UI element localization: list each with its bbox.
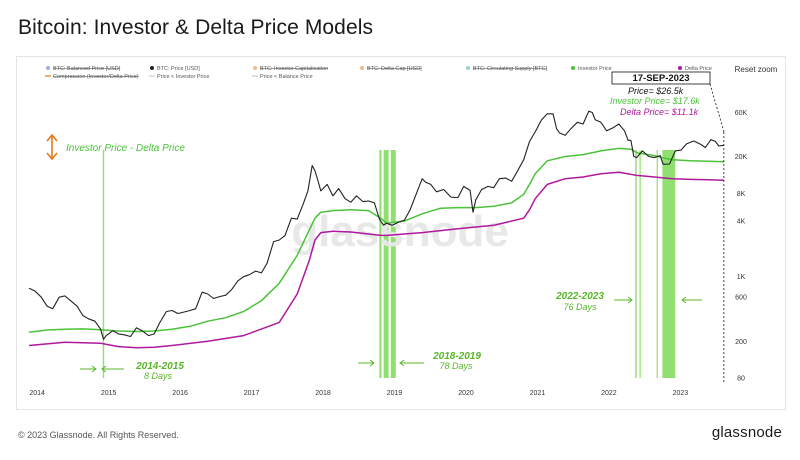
spread-label-text: Investor Price - Delta Price bbox=[66, 143, 185, 154]
highlight-band bbox=[102, 150, 105, 378]
highlight-band bbox=[639, 150, 641, 378]
y-tick-label: 8K bbox=[737, 191, 746, 198]
y-tick-label: 60K bbox=[735, 110, 748, 117]
x-tick-label: 2019 bbox=[387, 390, 403, 397]
annotations: Investor Price - Delta Price 17-SEP-2023… bbox=[46, 71, 725, 382]
x-tick-label: 2018 bbox=[315, 390, 331, 397]
legend-label: Price < Balance Price bbox=[260, 74, 313, 80]
legend-marker bbox=[678, 66, 682, 70]
spread-label: Investor Price - Delta Price bbox=[66, 143, 185, 154]
x-tick-label: 2023 bbox=[673, 390, 689, 397]
x-axis: 2014 2015 2016 2017 2018 2019 2020 2021 2022 2023 bbox=[29, 390, 688, 397]
x-tick-label: 2021 bbox=[530, 390, 546, 397]
legend-item[interactable]: Compression (Investor/Delta Price) bbox=[45, 74, 139, 80]
page-title: Bitcoin: Investor & Delta Price Models bbox=[18, 16, 374, 39]
legend-label: Price < Investor Price bbox=[157, 74, 209, 80]
delta-label: Delta Price= $11.1k bbox=[620, 107, 699, 117]
legend-item[interactable]: Price < Investor Price bbox=[149, 74, 209, 80]
price-label: Price= $26.5k bbox=[628, 86, 684, 96]
highlight-band bbox=[662, 150, 676, 378]
series-line-delta-price bbox=[29, 171, 724, 349]
y-tick-label: 20K bbox=[735, 154, 748, 161]
series-line-btc-price-usd- bbox=[28, 110, 724, 340]
legend-label: BTC: Price [USD] bbox=[157, 66, 200, 72]
x-tick-label: 2014 bbox=[29, 390, 45, 397]
highlight-band bbox=[656, 150, 658, 378]
legend-label: BTC: Investor Capitalisation bbox=[260, 66, 328, 72]
legend-item[interactable]: Delta Price bbox=[678, 66, 712, 72]
date-callout-box bbox=[611, 71, 711, 85]
chart-frame bbox=[16, 56, 786, 410]
legend-label: BTC: Circulating Supply [BTC] bbox=[473, 66, 547, 72]
y-axis: 60K 20K 8K 4K 1K 600 200 80 bbox=[735, 110, 748, 383]
highlight-band bbox=[635, 150, 637, 378]
legend-marker bbox=[571, 66, 575, 70]
series-lines bbox=[28, 110, 724, 349]
legend-marker bbox=[360, 66, 364, 70]
legend-item[interactable]: BTC: Delta Cap [USD] bbox=[360, 66, 422, 72]
y-tick-label: 600 bbox=[735, 295, 747, 302]
x-tick-label: 2016 bbox=[172, 390, 188, 397]
legend-label: Compression (Investor/Delta Price) bbox=[53, 74, 139, 80]
period-2022-title: 2022-2023 bbox=[555, 291, 604, 302]
period-2014-title: 2014-2015 bbox=[135, 361, 184, 372]
legend-item[interactable]: BTC: Investor Capitalisation bbox=[253, 66, 328, 72]
legend-item[interactable]: Investor Price bbox=[571, 66, 612, 72]
legend: BTC: Balanced Price [USD] BTC: Price [USD… bbox=[45, 66, 712, 80]
x-tick-label: 2015 bbox=[101, 390, 117, 397]
highlight-band bbox=[383, 150, 389, 378]
legend-item[interactable]: BTC: Balanced Price [USD] bbox=[46, 66, 121, 72]
period-2014-days: 8 Days bbox=[144, 371, 173, 381]
legend-item[interactable]: Price < Balance Price bbox=[252, 74, 313, 80]
legend-marker bbox=[150, 66, 154, 70]
callout-leader-line bbox=[709, 83, 725, 133]
footer-copyright: © 2023 Glassnode. All Rights Reserved. bbox=[18, 430, 179, 440]
legend-marker bbox=[253, 66, 257, 70]
y-tick-label: 200 bbox=[735, 339, 747, 346]
x-tick-label: 2022 bbox=[601, 390, 617, 397]
y-tick-label: 80 bbox=[737, 376, 745, 383]
highlight-band bbox=[390, 150, 396, 378]
date-label: 17-SEP-2023 bbox=[632, 73, 689, 84]
x-tick-label: 2020 bbox=[458, 390, 474, 397]
legend-item[interactable]: BTC: Price [USD] bbox=[150, 66, 200, 72]
y-tick-label: 4K bbox=[737, 219, 746, 226]
double-arrow-icon bbox=[46, 133, 58, 161]
legend-marker bbox=[466, 66, 470, 70]
period-2018-title: 2018-2019 bbox=[432, 351, 481, 362]
legend-item[interactable]: BTC: Circulating Supply [BTC] bbox=[466, 66, 547, 72]
y-tick-label: 1K bbox=[737, 274, 746, 281]
period-2022-arrows bbox=[614, 296, 702, 304]
period-2022-days: 76 Days bbox=[563, 302, 597, 312]
investor-label: Investor Price= $17.6k bbox=[610, 96, 700, 106]
period-2018-arrows bbox=[358, 359, 424, 367]
legend-label: Delta Price bbox=[685, 66, 712, 72]
period-2014-arrows bbox=[80, 365, 124, 373]
footer-brand-logo: glassnode bbox=[711, 424, 782, 441]
highlight-bands bbox=[102, 150, 676, 378]
legend-marker bbox=[46, 66, 50, 70]
legend-label: Investor Price bbox=[578, 66, 612, 72]
legend-label: BTC: Balanced Price [USD] bbox=[53, 66, 121, 72]
reset-zoom-button[interactable]: Reset zoom bbox=[735, 65, 778, 74]
legend-label: BTC: Delta Cap [USD] bbox=[367, 66, 422, 72]
x-tick-label: 2017 bbox=[244, 390, 260, 397]
watermark: glassnode bbox=[291, 207, 509, 256]
highlight-band bbox=[379, 150, 382, 378]
period-2018-days: 78 Days bbox=[439, 361, 473, 371]
